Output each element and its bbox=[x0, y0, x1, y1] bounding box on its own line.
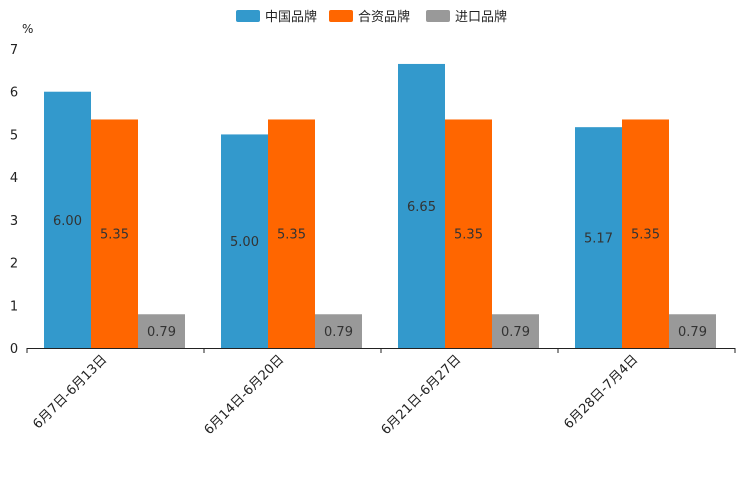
y-tick-label: 4 bbox=[10, 171, 18, 186]
legend: 中国品牌 合资品牌 进口品牌 bbox=[236, 9, 507, 25]
bar bbox=[445, 119, 492, 348]
bar-value-label: 5.00 bbox=[230, 235, 259, 250]
bar bbox=[492, 314, 539, 348]
x-category-label: 6月21日-6月27日 bbox=[379, 352, 465, 438]
legend-swatch bbox=[426, 10, 450, 22]
y-tick-label: 5 bbox=[10, 128, 18, 143]
legend-entry-label: 合资品牌 bbox=[358, 9, 410, 25]
y-tick-label: 0 bbox=[10, 342, 18, 357]
y-axis-unit-label: % bbox=[22, 22, 33, 36]
bar-value-label: 0.79 bbox=[147, 325, 176, 340]
bar-value-label: 5.35 bbox=[454, 228, 483, 243]
bar-value-label: 5.35 bbox=[631, 228, 660, 243]
y-tick-label: 1 bbox=[10, 299, 18, 314]
y-tick-label: 2 bbox=[10, 257, 18, 272]
bar-value-label: 0.79 bbox=[501, 325, 530, 340]
y-tick-label: 7 bbox=[10, 43, 18, 58]
x-category-label: 6月28日-7月4日 bbox=[561, 352, 641, 432]
bar-value-label: 0.79 bbox=[324, 325, 353, 340]
bar bbox=[221, 134, 268, 348]
bar bbox=[91, 119, 138, 348]
legend-entry-label: 中国品牌 bbox=[265, 9, 317, 25]
x-category-label: 6月14日-6月20日 bbox=[202, 352, 288, 438]
bar-value-label: 5.17 bbox=[584, 232, 613, 247]
y-tick-label: 3 bbox=[10, 214, 18, 229]
bar-value-label: 6.00 bbox=[53, 214, 82, 229]
bar bbox=[44, 91, 91, 348]
bar-value-label: 0.79 bbox=[678, 325, 707, 340]
legend-entry-label: 进口品牌 bbox=[455, 9, 507, 25]
legend-swatch bbox=[329, 10, 353, 22]
bars: 6.00 5.35 0.79 5.00 5.35 0.79 6.65 5.35 0.79 5.17… bbox=[44, 63, 716, 348]
y-axis-ticks: 0 1 2 3 4 5 6 7 bbox=[10, 43, 18, 357]
bar-value-label: 6.65 bbox=[407, 200, 436, 215]
legend-swatch bbox=[236, 10, 260, 22]
bar bbox=[669, 314, 716, 348]
bar bbox=[622, 119, 669, 348]
bar-value-label: 5.35 bbox=[277, 228, 306, 243]
x-category-label: 6月7日-6月13日 bbox=[30, 352, 110, 432]
bar bbox=[268, 119, 315, 348]
bar bbox=[398, 63, 445, 348]
y-tick-label: 6 bbox=[10, 86, 18, 101]
bar bbox=[315, 314, 362, 348]
bar bbox=[575, 127, 622, 348]
x-axis-ticks: 6月7日-6月13日 6月14日-6月20日 6月21日-6月27日 6月28日-7月… bbox=[26, 348, 736, 438]
bar-value-label: 5.35 bbox=[100, 228, 129, 243]
bar bbox=[138, 314, 185, 348]
